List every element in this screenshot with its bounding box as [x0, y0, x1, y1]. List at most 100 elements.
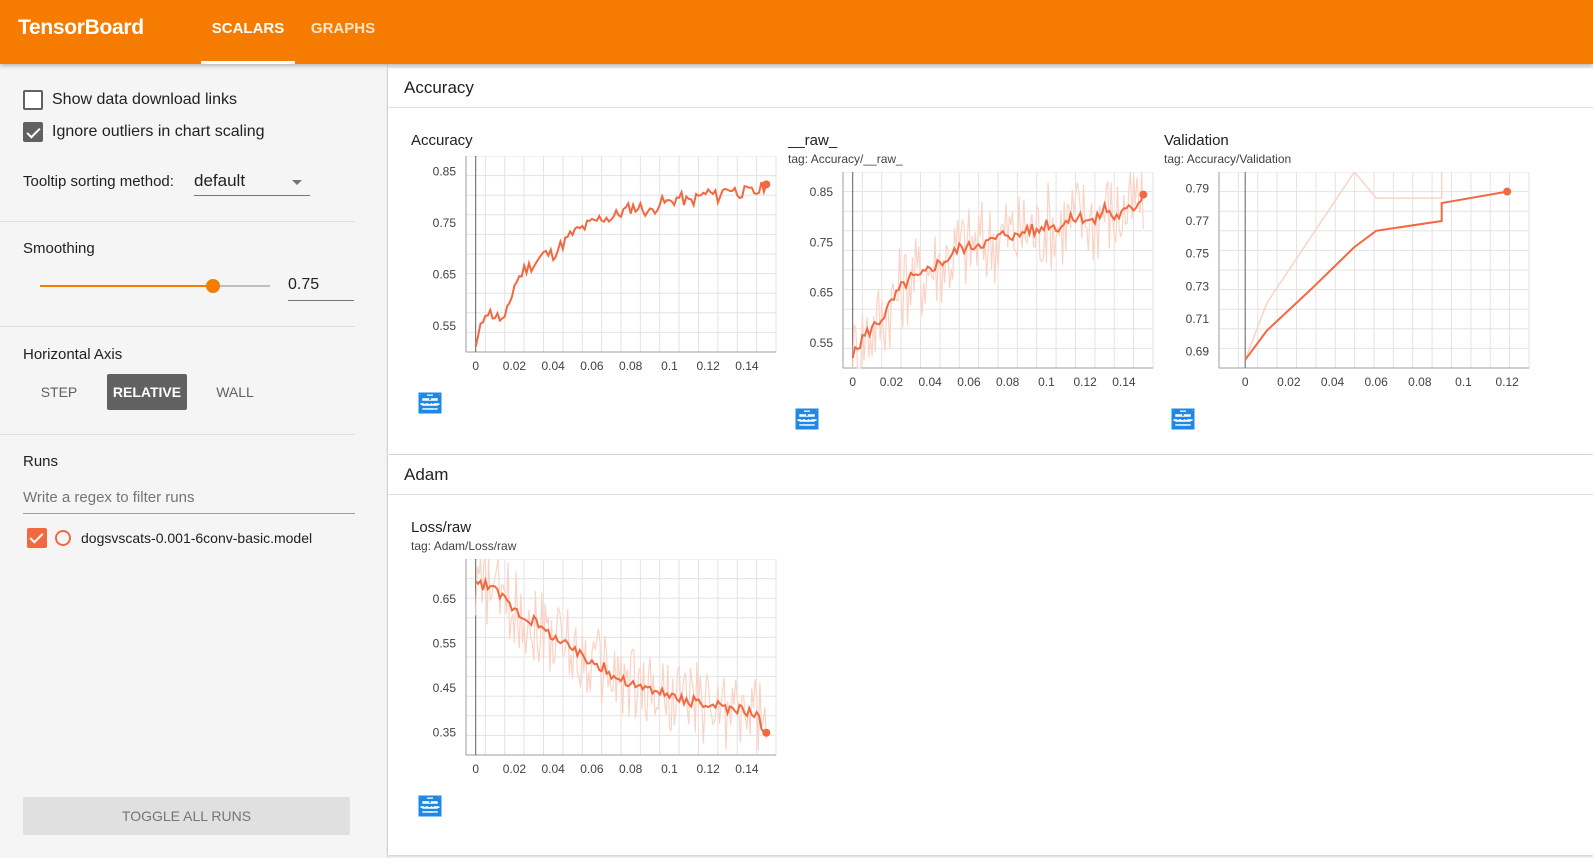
chart-toolbar	[418, 795, 523, 817]
chevron-down-icon	[292, 180, 302, 185]
y-tick-label: 0.55	[433, 319, 457, 333]
series-line	[1244, 190, 1508, 361]
top-app-bar: TensorBoard SCALARS GRAPHS	[0, 0, 1593, 64]
y-tick-label: 0.75	[810, 235, 834, 249]
log-scale-icon[interactable]	[797, 408, 854, 430]
x-tick-label: 0.04	[542, 359, 566, 373]
run-color-circle-icon	[55, 530, 71, 546]
x-tick-label: 0.06	[957, 375, 981, 389]
y-tick-label: 0.35	[433, 726, 457, 740]
app-brand: TensorBoard	[18, 16, 144, 39]
x-tick-label: 0.06	[1365, 375, 1389, 389]
category-header-accuracy[interactable]: Accuracy	[388, 68, 1593, 108]
y-tick-label: 0.75	[1186, 247, 1210, 261]
x-tick-label: 0	[1242, 375, 1249, 389]
x-tick-label: 0.1	[1455, 375, 1472, 389]
smoothing-slider-fill	[40, 285, 213, 287]
run-item[interactable]: dogsvscats-0.001-6conv-basic.model	[27, 528, 312, 548]
raw-series-line	[475, 559, 767, 751]
smoothing-value-input[interactable]: 0.75	[288, 274, 354, 301]
axis-wall-button[interactable]: WALL	[216, 384, 254, 400]
chart-card: __raw_ tag: Accuracy/__raw_ 0.85 0.75 0.65…	[765, 126, 1154, 430]
series-line	[474, 181, 768, 348]
fit-domain-icon[interactable]	[418, 392, 512, 414]
chart-card: Loss/raw tag: Adam/Loss/raw 0.65 0.55 0.45…	[388, 513, 777, 817]
y-tick-label: 0.65	[810, 286, 834, 300]
chart-card: Validation tag: Accuracy/Validation 0.79…	[1141, 126, 1530, 430]
y-tick-label: 0.65	[433, 592, 457, 606]
x-tick-label: 0.08	[619, 359, 643, 373]
show-download-links-label: Show data download links	[52, 91, 238, 108]
x-tick-label: 0.02	[1277, 375, 1301, 389]
divider	[0, 326, 355, 327]
y-tick-label: 0.75	[433, 216, 457, 230]
x-tick-label: 0.08	[619, 762, 643, 776]
divider	[0, 434, 355, 435]
log-scale-icon[interactable]	[420, 795, 477, 817]
x-tick-label: 0.04	[1321, 375, 1345, 389]
chart-plot[interactable]: 0.85 0.75 0.65 0.55 0 0.02 0.04 0.06 0.08 0.1 0.12…	[388, 156, 778, 396]
series-end-point	[762, 728, 771, 737]
axis-relative-button[interactable]: RELATIVE	[107, 374, 187, 410]
horizontal-axis-label: Horizontal Axis	[23, 346, 123, 363]
x-tick-label: 0.1	[661, 762, 678, 776]
x-tick-label: 0.02	[880, 375, 904, 389]
main-content: Accuracy Accuracy 0.85 0.75 0.65 0.55 0 0.02 0…	[388, 64, 1593, 858]
chart-toolbar	[795, 408, 900, 430]
ignore-outliers-toggle[interactable]: Ignore outliers in chart scaling	[23, 122, 265, 142]
y-tick-label: 0.85	[810, 185, 834, 199]
log-scale-icon[interactable]	[1173, 408, 1230, 430]
toggle-all-runs-button[interactable]: TOGGLE ALL RUNS	[23, 797, 350, 835]
y-tick-label: 0.55	[810, 336, 834, 350]
series-line	[851, 194, 1145, 359]
y-tick-label: 0.73	[1186, 279, 1210, 293]
sidebar: Show data download links Ignore outliers…	[0, 64, 388, 858]
runs-label: Runs	[23, 453, 59, 470]
axis-step-button[interactable]: STEP	[40, 384, 78, 400]
smoothing-slider-handle[interactable]	[205, 279, 220, 293]
chart-title: Loss/raw	[411, 519, 472, 536]
smoothing-slider[interactable]	[40, 279, 270, 293]
chart-tag: tag: Accuracy/__raw_	[788, 152, 903, 166]
run-checkbox-checked-icon[interactable]	[27, 528, 47, 548]
x-tick-label: 0.06	[580, 762, 604, 776]
show-download-links-toggle[interactable]: Show data download links	[23, 90, 237, 110]
x-tick-label: 0.1	[661, 359, 678, 373]
ignore-outliers-label: Ignore outliers in chart scaling	[52, 123, 265, 140]
tab-scalars[interactable]: SCALARS	[201, 0, 295, 64]
category-header-adam[interactable]: Adam	[388, 455, 1593, 495]
fit-domain-icon[interactable]	[795, 408, 889, 430]
chart-card: Accuracy 0.85 0.75 0.65 0.55 0 0.02 0.04 0.06 0.…	[388, 126, 777, 416]
y-tick-label: 0.77	[1186, 214, 1210, 228]
y-tick-label: 0.65	[433, 268, 457, 282]
chart-plot[interactable]: 0.85 0.75 0.65 0.55 0 0.02 0.04 0.06 0.08 0.1 0.12…	[765, 172, 1155, 412]
x-tick-label: 0.08	[996, 375, 1020, 389]
y-tick-label: 0.79	[1186, 181, 1210, 195]
y-tick-label: 0.69	[1186, 345, 1210, 359]
category-card-adam: Adam Loss/raw tag: Adam/Loss/raw 0.65 0.5…	[388, 455, 1593, 855]
tab-graphs[interactable]: GRAPHS	[310, 20, 376, 37]
log-scale-icon[interactable]	[420, 392, 477, 414]
y-tick-label: 0.71	[1186, 312, 1210, 326]
x-tick-label: 0.04	[542, 762, 566, 776]
tooltip-sorting-label: Tooltip sorting method:	[23, 173, 174, 190]
run-name: dogsvscats-0.001-6conv-basic.model	[81, 530, 313, 546]
checkbox-unchecked-icon[interactable]	[23, 90, 43, 110]
tooltip-sorting-dropdown[interactable]: default	[194, 168, 310, 196]
fit-domain-icon[interactable]	[1171, 408, 1265, 430]
chart-title: Accuracy	[411, 132, 473, 149]
checkbox-checked-icon[interactable]	[23, 122, 43, 142]
x-tick-label: 0.12	[1495, 375, 1519, 389]
smoothing-label: Smoothing	[23, 240, 95, 257]
category-card-accuracy: Accuracy Accuracy 0.85 0.75 0.65 0.55 0 0.02 0…	[388, 68, 1593, 454]
x-tick-label: 0.02	[503, 359, 527, 373]
chart-plot[interactable]: 0.79 0.77 0.75 0.73 0.71 0.69 0 0.02 0.04 0.06 0.0…	[1141, 172, 1531, 412]
runs-filter-input[interactable]: Write a regex to filter runs	[23, 486, 355, 514]
y-tick-label: 0.45	[433, 681, 457, 695]
fit-domain-icon[interactable]	[418, 795, 512, 817]
chart-title: __raw_	[788, 132, 838, 149]
chart-plot[interactable]: 0.65 0.55 0.45 0.35 0 0.02 0.04 0.06 0.08 0.1 0.12…	[388, 559, 778, 799]
x-tick-label: 0.14	[735, 359, 759, 373]
x-tick-label: 0	[472, 359, 479, 373]
series-end-point	[1503, 187, 1512, 196]
